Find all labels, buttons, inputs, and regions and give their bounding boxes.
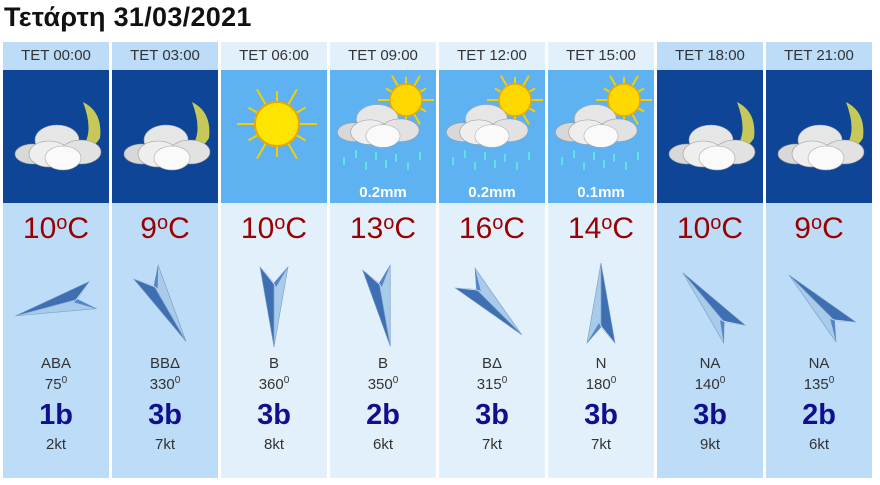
forecast-time: ΤΕΤ 18:00 [675, 47, 745, 64]
wind-knots: 6kt [372, 436, 393, 453]
wind-degrees: 3150 [476, 375, 508, 393]
forecast-column: ΤΕΤ 15:00 0.1mm 14oC Ν 1800 3b 7kt [548, 42, 654, 478]
temperature-unit: C [67, 212, 90, 245]
forecast-time: ΤΕΤ 03:00 [130, 47, 200, 64]
wind-direction: ΒΒΔ [149, 355, 181, 372]
forecast-column: ΤΕΤ 03:00 9oC ΒΒΔ 3300 3b 7kt [112, 42, 218, 478]
wind-degrees: 1800 [585, 375, 617, 393]
forecast-time: ΤΕΤ 15:00 [566, 47, 636, 64]
temperature-value: 10 [676, 212, 711, 245]
temperature: 9oC [140, 212, 190, 245]
temperature-unit: C [721, 212, 744, 245]
temperature-unit: C [503, 212, 526, 245]
temperature: 10oC [240, 212, 308, 245]
wind-knots: 9kt [699, 436, 720, 453]
temperature-value: 9 [140, 212, 157, 245]
weather-icon-panel [766, 70, 872, 203]
wind-knots: 6kt [808, 436, 829, 453]
wind-beaufort: 2b [802, 399, 836, 431]
temperature-value: 10 [240, 212, 275, 245]
forecast-time: ΤΕΤ 12:00 [457, 47, 527, 64]
forecast-time: ΤΕΤ 00:00 [21, 47, 91, 64]
wind-beaufort: 3b [148, 399, 182, 431]
temperature-value: 9 [794, 212, 811, 245]
forecast-column: ΤΕΤ 09:00 0.2mm 13oC Β 3500 2b 6kt [330, 42, 436, 478]
wind-knots: 2kt [45, 436, 66, 453]
wind-knots: 7kt [590, 436, 611, 453]
temperature-value: 10 [22, 212, 57, 245]
wind-degrees: 1350 [803, 375, 835, 393]
wind-knots: 7kt [154, 436, 175, 453]
forecast-time: ΤΕΤ 21:00 [784, 47, 854, 64]
wind-direction: ΝΑ [699, 355, 721, 372]
wind-direction: Β [377, 355, 388, 372]
forecast-time: ΤΕΤ 06:00 [239, 47, 309, 64]
wind-degrees: 3300 [149, 375, 181, 393]
temperature-unit: C [168, 212, 190, 245]
forecast-column: ΤΕΤ 18:00 10oC ΝΑ 1400 3b 9kt [657, 42, 763, 478]
weather-icon-panel [657, 70, 763, 203]
temperature-value: 16 [458, 212, 493, 245]
temperature: 14oC [567, 212, 635, 245]
wind-beaufort: 3b [257, 399, 291, 431]
wind-arrow-icon [221, 255, 327, 355]
forecast-time: ΤΕΤ 09:00 [348, 47, 418, 64]
temperature-value: 13 [349, 212, 384, 245]
weather-icon-panel: 0.2mm [439, 70, 545, 203]
wind-direction: Ν [595, 355, 607, 372]
wind-arrow-icon [439, 255, 545, 355]
temperature: 10oC [22, 212, 90, 245]
temperature: 16oC [458, 212, 526, 245]
wind-beaufort: 1b [39, 399, 73, 431]
wind-direction: ΝΑ [808, 355, 830, 372]
temperature: 10oC [676, 212, 744, 245]
wind-direction: ΒΔ [481, 355, 503, 372]
wind-arrow-icon [330, 255, 436, 355]
wind-direction: Β [268, 355, 279, 372]
precipitation: 0.1mm [577, 184, 625, 201]
temperature-unit: C [822, 212, 844, 245]
wind-arrow-icon [766, 255, 872, 355]
weather-icon-panel: 0.2mm [330, 70, 436, 203]
temperature-value: 14 [567, 212, 602, 245]
precipitation: 0.2mm [359, 184, 407, 201]
weather-icon-panel [221, 70, 327, 203]
wind-degrees: 1400 [694, 375, 726, 393]
wind-beaufort: 3b [693, 399, 727, 431]
weather-icon-panel: 0.1mm [548, 70, 654, 203]
wind-degrees: 750 [44, 375, 68, 393]
wind-beaufort: 2b [366, 399, 400, 431]
temperature-unit: C [285, 212, 308, 245]
forecast-column: ΤΕΤ 21:00 9oC ΝΑ 1350 2b 6kt [766, 42, 872, 478]
temperature: 9oC [794, 212, 844, 245]
forecast-column: ΤΕΤ 12:00 0.2mm 16oC ΒΔ 3150 3b 7kt [439, 42, 545, 478]
wind-arrow-icon [3, 255, 109, 355]
wind-knots: 8kt [263, 436, 284, 453]
wind-arrow-icon [657, 255, 763, 355]
wind-degrees: 3600 [258, 375, 290, 393]
wind-beaufort: 3b [475, 399, 509, 431]
temperature-unit: C [612, 212, 635, 245]
temperature: 13oC [349, 212, 417, 245]
forecast-column: ΤΕΤ 00:00 10oC ΑΒΑ 750 1b 2kt [3, 42, 109, 478]
weather-icon-panel [112, 70, 218, 203]
precipitation: 0.2mm [468, 184, 516, 201]
wind-arrow-icon [548, 255, 654, 355]
wind-knots: 7kt [481, 436, 502, 453]
temperature-unit: C [394, 212, 417, 245]
wind-beaufort: 3b [584, 399, 618, 431]
wind-direction: ΑΒΑ [40, 355, 71, 372]
forecast-strip: ΤΕΤ 00:00 10oC ΑΒΑ 750 1b 2kt ΤΕΤ 03:00 … [3, 42, 872, 478]
wind-degrees: 3500 [367, 375, 399, 393]
weather-icon-panel [3, 70, 109, 203]
page-title: Τετάρτη 31/03/2021 [4, 2, 252, 32]
forecast-column: ΤΕΤ 06:00 10oC Β 3600 3b 8kt [221, 42, 327, 478]
wind-arrow-icon [112, 255, 218, 355]
